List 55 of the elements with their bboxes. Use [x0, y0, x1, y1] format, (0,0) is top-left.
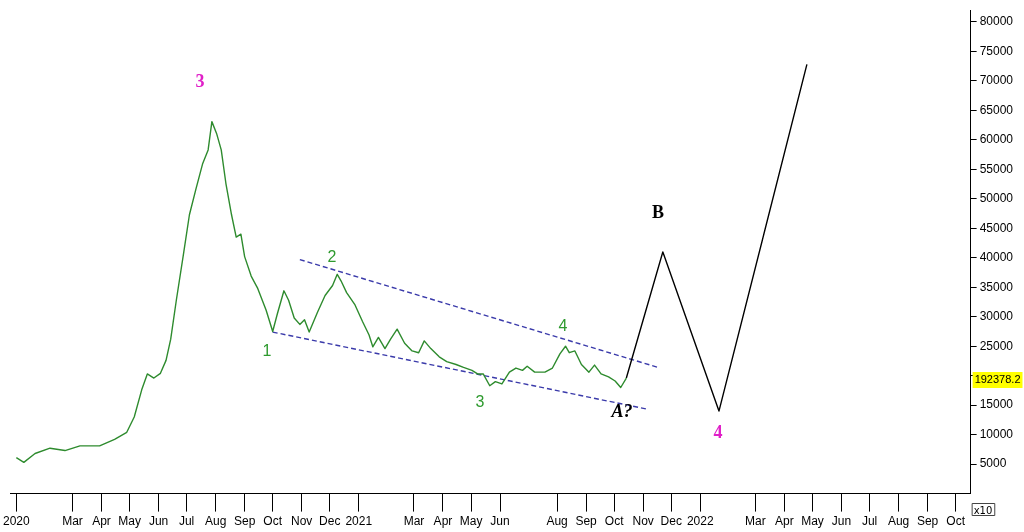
y-tick-label: 15000: [979, 397, 1014, 412]
annotation: 1: [262, 342, 272, 360]
x-tick-label: Apr: [433, 514, 453, 529]
x-tick-label: 2021: [345, 514, 373, 529]
y-tick-label: 5000: [979, 456, 1007, 471]
x-tick-label: May: [801, 514, 824, 529]
x-tick-label: Nov: [632, 514, 654, 529]
x-tick-label: Oct: [604, 514, 625, 529]
x-tick-label: Aug: [887, 514, 910, 529]
y-tick-label: 50000: [979, 191, 1014, 206]
x-tick-label: Mar: [403, 514, 425, 529]
y-tick-label: 70000: [979, 73, 1014, 88]
x-tick-label: Mar: [62, 514, 83, 529]
x-tick-label: Jul: [178, 514, 195, 529]
x-tick-label: Sep: [233, 514, 256, 529]
annotation: 2: [327, 248, 337, 266]
x-tick-label: Apr: [775, 514, 794, 529]
x-tick-label: Jul: [861, 514, 878, 529]
x-tick-label: Oct: [263, 514, 283, 529]
y-tick-label: 35000: [979, 279, 1014, 294]
y-tick-label: 10000: [979, 426, 1014, 441]
x-tick-label: 2020: [3, 514, 31, 529]
y-tick-label: 75000: [979, 43, 1014, 58]
y-tick-label: 30000: [979, 309, 1014, 324]
x-tick-label: Sep: [575, 514, 598, 529]
x-tick-label: Jun: [831, 514, 852, 529]
x-tick-label: Mar: [745, 514, 766, 529]
y-tick-label: 80000: [979, 14, 1014, 29]
annotation: 3: [195, 70, 205, 91]
x-tick-label: May: [118, 514, 141, 529]
x-tick-label: May: [459, 514, 483, 529]
x-tick-label: Apr: [92, 514, 111, 529]
y-tick-label: 40000: [979, 250, 1014, 265]
y-tick-label: 60000: [979, 132, 1014, 147]
annotation: 4: [713, 421, 723, 442]
y-tick-label: 45000: [979, 220, 1014, 235]
y-tick-label: 65000: [979, 102, 1014, 117]
x-tick-label: Sep: [916, 514, 939, 529]
x-tick-label: Jun: [148, 514, 169, 529]
annotation: 4: [558, 317, 568, 335]
x-tick-label: Aug: [204, 514, 227, 529]
y-tick-label: 25000: [979, 338, 1014, 353]
text: 192378.2: [974, 373, 1021, 386]
x-tick-label: 2022: [686, 514, 714, 529]
x-tick-label: Dec: [660, 514, 682, 529]
x-tick-label: Aug: [546, 514, 568, 529]
x-tick-label: Jun: [490, 514, 510, 529]
annotation: 3: [475, 393, 485, 411]
y-tick-label: 55000: [979, 161, 1014, 176]
annotation: A?: [610, 400, 633, 421]
x-tick-label: Dec: [319, 514, 341, 529]
x-tick-label: Nov: [291, 514, 313, 529]
annotation: B: [651, 201, 665, 222]
text: x10: [973, 504, 993, 516]
x-tick-label: Oct: [946, 514, 966, 529]
